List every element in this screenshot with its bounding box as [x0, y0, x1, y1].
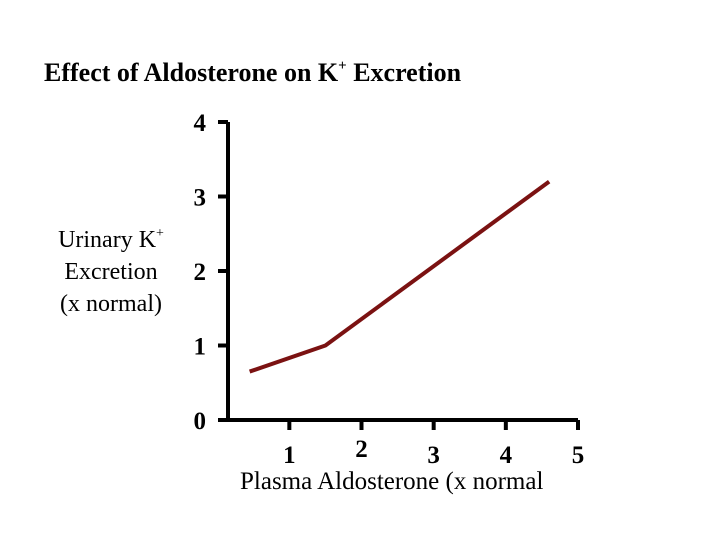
y-tick-label: 0 — [194, 408, 207, 435]
y-tick-label: 2 — [194, 259, 207, 286]
x-tick-label: 1 — [283, 442, 296, 469]
y-axis-label: Urinary K+ Excretion (x normal) — [30, 224, 192, 320]
x-tick-label: 4 — [500, 442, 513, 469]
y-axis-label-superscript: + — [156, 226, 164, 241]
y-tick-label: 1 — [194, 334, 207, 361]
x-tick-label: 5 — [572, 442, 585, 469]
axes — [226, 122, 578, 422]
x-tick-label: 3 — [427, 442, 440, 469]
x-tick-label: 2 — [355, 436, 368, 463]
y-axis-label-line-3: (x normal) — [60, 291, 162, 317]
chart-title-main: Effect of Aldosterone on K — [44, 58, 339, 87]
chart-title-tail: Excretion — [346, 58, 462, 87]
y-tick-label: 3 — [194, 185, 207, 212]
y-axis-label-line-2: Excretion — [64, 259, 158, 285]
series-line — [248, 179, 551, 374]
series-layer — [248, 179, 551, 374]
y-axis-label-line-1: Urinary K+ — [30, 224, 192, 256]
chart-title: Effect of Aldosterone on K+ Excretion — [44, 58, 461, 88]
x-axis-label: Plasma Aldosterone (x normal — [240, 468, 544, 495]
y-axis-label-main: Urinary K — [58, 227, 157, 253]
ticks: 0 1 2 3 4 1 2 3 4 5 — [194, 110, 585, 469]
chart-title-superscript: + — [338, 58, 347, 74]
y-tick-label: 4 — [194, 110, 207, 137]
